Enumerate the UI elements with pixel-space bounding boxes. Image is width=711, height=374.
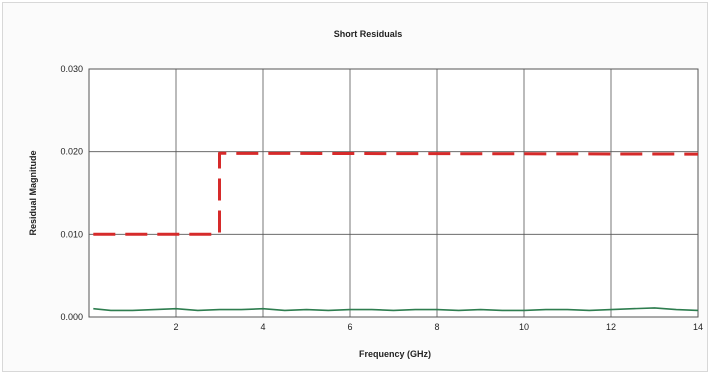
x-tick-label-6: 14 <box>693 322 703 332</box>
plot-background <box>88 68 699 318</box>
series-line-0 <box>93 151 699 236</box>
x-tick-label-5: 12 <box>606 322 616 332</box>
x-axis-title: Frequency (GHz) <box>359 349 431 359</box>
y-tick-label-1: 0.010 <box>60 229 83 239</box>
y-tick-label-2: 0.020 <box>60 147 83 157</box>
x-tick-label-2: 6 <box>347 322 352 332</box>
x-tick-label-4: 10 <box>519 322 529 332</box>
x-tick-label-3: 8 <box>434 322 439 332</box>
y-tick-label-0: 0.000 <box>60 312 83 322</box>
chart-title: Short Residuals <box>334 29 403 39</box>
plot-area: 2 4 6 8 10 12 14 0.000 0.010 0.020 0.030 <box>60 64 703 332</box>
x-tick-label-0: 2 <box>173 322 178 332</box>
y-tick-label-3: 0.030 <box>60 64 83 74</box>
series-line-1 <box>93 307 699 312</box>
x-tick-label-1: 4 <box>260 322 265 332</box>
y-axis-title: Residual Magnitude <box>28 150 38 235</box>
